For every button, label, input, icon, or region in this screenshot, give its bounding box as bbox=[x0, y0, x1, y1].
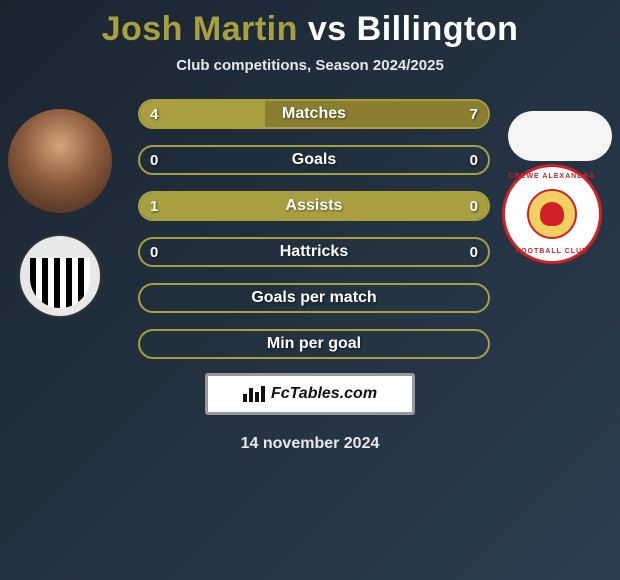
page-title: Josh Martin vs Billington bbox=[102, 10, 519, 49]
subtitle: Club competitions, Season 2024/2025 bbox=[176, 57, 444, 74]
stat-bar: 4 7 Matches bbox=[138, 99, 490, 129]
chart-bars-icon bbox=[243, 386, 265, 402]
stat-value-left: 0 bbox=[150, 152, 158, 169]
comparison-card: Josh Martin vs Billington Club competiti… bbox=[0, 0, 620, 453]
stat-bar: 0 0 Goals bbox=[138, 145, 490, 175]
club-right-text-top: CREWE ALEXANDRA bbox=[509, 173, 596, 180]
stat-label: Matches bbox=[282, 105, 346, 123]
stat-label: Min per goal bbox=[267, 335, 361, 353]
stats-area: CREWE ALEXANDRA FOOTBALL CLUB 4 7 Matches 0… bbox=[0, 99, 620, 359]
club-badge-left bbox=[18, 234, 102, 318]
date: 14 november 2024 bbox=[241, 435, 380, 453]
stat-value-right: 0 bbox=[470, 244, 478, 261]
stat-label: Goals bbox=[292, 151, 336, 169]
stat-value-left: 4 bbox=[150, 106, 158, 123]
stat-bars: 4 7 Matches 0 0 Goals 1 0 Assists 0 0 Hattricks Goal… bbox=[138, 99, 490, 359]
stat-value-left: 1 bbox=[150, 198, 158, 215]
stat-fill-left bbox=[140, 101, 265, 127]
player1-name: Josh Martin bbox=[102, 10, 298, 48]
stat-bar: 1 0 Assists bbox=[138, 191, 490, 221]
branding-badge: FcTables.com bbox=[205, 373, 415, 415]
stat-bar: 0 0 Hattricks bbox=[138, 237, 490, 267]
player1-photo bbox=[8, 109, 112, 213]
stat-value-left: 0 bbox=[150, 244, 158, 261]
stat-value-right: 0 bbox=[470, 198, 478, 215]
player2-photo bbox=[508, 111, 612, 161]
branding-text: FcTables.com bbox=[271, 385, 377, 403]
vs-text: vs bbox=[308, 10, 347, 48]
stat-label: Hattricks bbox=[280, 243, 348, 261]
stat-label: Goals per match bbox=[251, 289, 376, 307]
club-right-inner bbox=[527, 189, 577, 239]
club-right-text-bottom: FOOTBALL CLUB bbox=[516, 248, 588, 255]
club-badge-right: CREWE ALEXANDRA FOOTBALL CLUB bbox=[502, 164, 602, 264]
player2-name: Billington bbox=[357, 10, 519, 48]
stat-value-right: 7 bbox=[470, 106, 478, 123]
stat-value-right: 0 bbox=[470, 152, 478, 169]
stat-label: Assists bbox=[286, 197, 343, 215]
stat-bar: Goals per match bbox=[138, 283, 490, 313]
stat-bar: Min per goal bbox=[138, 329, 490, 359]
